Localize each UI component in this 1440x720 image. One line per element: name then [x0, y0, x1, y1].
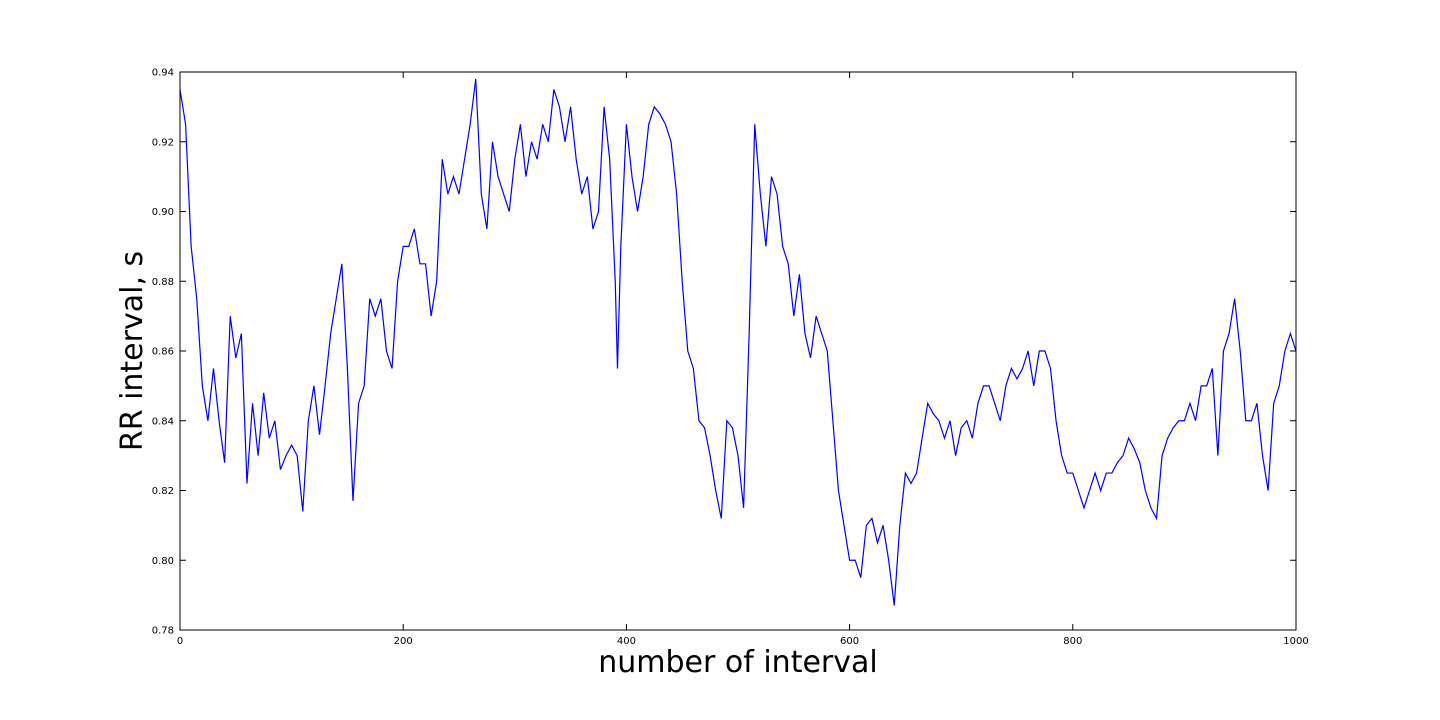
y-tick-label: 0.92: [152, 137, 174, 148]
y-tick-label: 0.80: [152, 556, 174, 567]
y-tick-label: 0.84: [152, 416, 174, 427]
y-tick-label: 0.78: [152, 626, 174, 637]
y-tick-label: 0.86: [152, 347, 174, 358]
x-tick-label: 400: [617, 636, 636, 647]
y-tick-label: 0.90: [152, 207, 174, 218]
x-tick-label: 200: [394, 636, 413, 647]
y-tick-label: 0.88: [152, 277, 174, 288]
x-tick-label: 800: [1063, 636, 1082, 647]
x-tick-label: 1000: [1283, 636, 1308, 647]
y-tick-label: 0.94: [152, 68, 174, 79]
x-axis-label: number of interval: [598, 645, 877, 680]
x-tick-label: 600: [840, 636, 859, 647]
x-tick-label: 0: [177, 636, 183, 647]
data-line: [179, 78, 1297, 606]
y-tick-label: 0.82: [152, 486, 174, 497]
y-axis-label: RR interval, s: [115, 251, 150, 451]
